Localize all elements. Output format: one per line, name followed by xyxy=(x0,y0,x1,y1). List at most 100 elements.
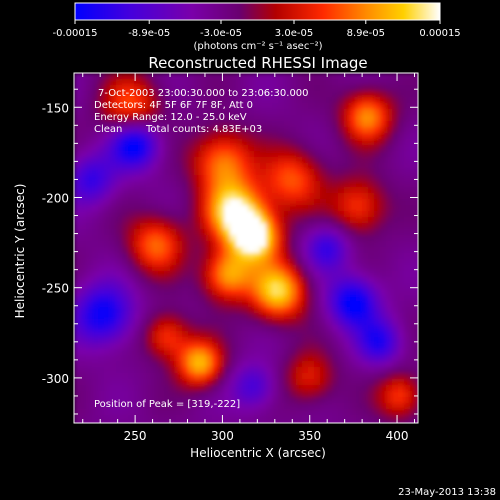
heatmap-cell xyxy=(194,121,201,128)
heatmap-cell xyxy=(248,379,255,386)
heatmap-cell xyxy=(164,151,171,158)
heatmap-cell xyxy=(170,331,177,338)
heatmap-cell xyxy=(302,187,309,194)
heatmap-cell xyxy=(224,373,231,380)
heatmap-cell xyxy=(332,271,339,278)
heatmap-cell xyxy=(128,73,135,80)
heatmap-cell xyxy=(368,289,375,296)
heatmap-cell xyxy=(98,289,105,296)
heatmap-cell xyxy=(164,373,171,380)
heatmap-cell xyxy=(410,397,417,404)
heatmap-cell xyxy=(386,211,393,218)
heatmap-cell xyxy=(416,199,418,206)
heatmap-cell xyxy=(134,289,141,296)
heatmap-cell xyxy=(236,301,243,308)
heatmap-cell xyxy=(260,301,267,308)
heatmap-cell xyxy=(176,235,183,242)
heatmap-cell xyxy=(278,253,285,260)
heatmap-cell xyxy=(176,271,183,278)
heatmap-cell xyxy=(260,205,267,212)
heatmap-cell xyxy=(146,361,153,368)
heatmap-cell xyxy=(248,139,255,146)
heatmap-cell xyxy=(290,199,297,206)
heatmap-cell xyxy=(98,253,105,260)
heatmap-cell xyxy=(260,97,267,104)
heatmap-cell xyxy=(314,367,321,374)
heatmap-cell xyxy=(98,385,105,392)
heatmap-cell xyxy=(86,301,93,308)
heatmap-cell xyxy=(194,145,201,152)
heatmap-cell xyxy=(254,253,261,260)
heatmap-cell xyxy=(368,97,375,104)
heatmap-cell xyxy=(248,415,255,422)
heatmap-cell xyxy=(380,223,387,230)
heatmap-cell xyxy=(224,151,231,158)
heatmap-cell xyxy=(104,169,111,176)
heatmap-cell xyxy=(140,229,147,236)
heatmap-cell xyxy=(314,415,321,422)
heatmap-cell xyxy=(212,409,219,416)
heatmap-cell xyxy=(416,331,418,338)
heatmap-cell xyxy=(236,151,243,158)
heatmap-cell xyxy=(326,367,333,374)
heatmap-cell xyxy=(308,409,315,416)
heatmap-cell xyxy=(98,139,105,146)
heatmap-cell xyxy=(296,415,303,422)
heatmap-cell xyxy=(266,307,273,314)
heatmap-cell xyxy=(152,97,159,104)
heatmap-cell xyxy=(134,301,141,308)
heatmap-cell xyxy=(290,391,297,398)
heatmap-cell xyxy=(116,145,123,152)
heatmap-cell xyxy=(254,271,261,278)
heatmap-cell xyxy=(284,85,291,92)
heatmap-cell xyxy=(356,175,363,182)
heatmap-cell xyxy=(242,361,249,368)
heatmap-cell xyxy=(374,355,381,362)
heatmap-cell xyxy=(398,343,405,350)
heatmap-cell xyxy=(302,73,309,80)
heatmap-cell xyxy=(194,139,201,146)
heatmap-cell xyxy=(374,367,381,374)
heatmap-cell xyxy=(260,403,267,410)
heatmap-cell xyxy=(206,271,213,278)
heatmap-cell xyxy=(320,175,327,182)
heatmap-cell xyxy=(260,145,267,152)
heatmap-cell xyxy=(260,133,267,140)
heatmap-cell xyxy=(344,397,351,404)
heatmap-cell xyxy=(254,79,261,86)
y-tick-label: -150 xyxy=(42,101,69,115)
heatmap-cell xyxy=(266,163,273,170)
x-axis-label: Heliocentric X (arcsec) xyxy=(190,446,326,460)
heatmap-cell xyxy=(92,379,99,386)
heatmap-cell xyxy=(224,421,231,423)
heatmap-cell xyxy=(122,415,129,422)
heatmap-cell xyxy=(254,355,261,362)
heatmap-cell xyxy=(182,319,189,326)
heatmap-cell xyxy=(104,217,111,224)
heatmap-cell xyxy=(404,319,411,326)
heatmap-cell xyxy=(182,103,189,110)
colorbar-tick-label: 8.9e-05 xyxy=(347,28,385,39)
heatmap-cell xyxy=(392,397,399,404)
heatmap-cell xyxy=(104,331,111,338)
heatmap-cell xyxy=(182,253,189,260)
heatmap-cell xyxy=(410,175,417,182)
heatmap-cell xyxy=(308,307,315,314)
heatmap-cell xyxy=(350,409,357,416)
heatmap-cell xyxy=(326,283,333,290)
heatmap-cell xyxy=(392,127,399,134)
axes: 250 300 350 400-150-200-250-300 xyxy=(42,73,418,443)
heatmap-cell xyxy=(110,373,117,380)
heatmap-cell xyxy=(104,379,111,386)
heatmap-cell xyxy=(332,379,339,386)
heatmap-cell xyxy=(230,85,237,92)
heatmap-cell xyxy=(140,169,147,176)
heatmap-cell xyxy=(356,145,363,152)
heatmap-cell xyxy=(368,205,375,212)
heatmap-cell xyxy=(350,109,357,116)
heatmap-cell xyxy=(182,373,189,380)
heatmap-cell xyxy=(158,223,165,230)
heatmap-cell xyxy=(224,139,231,146)
heatmap-cell xyxy=(350,175,357,182)
heatmap-cell xyxy=(86,163,93,170)
